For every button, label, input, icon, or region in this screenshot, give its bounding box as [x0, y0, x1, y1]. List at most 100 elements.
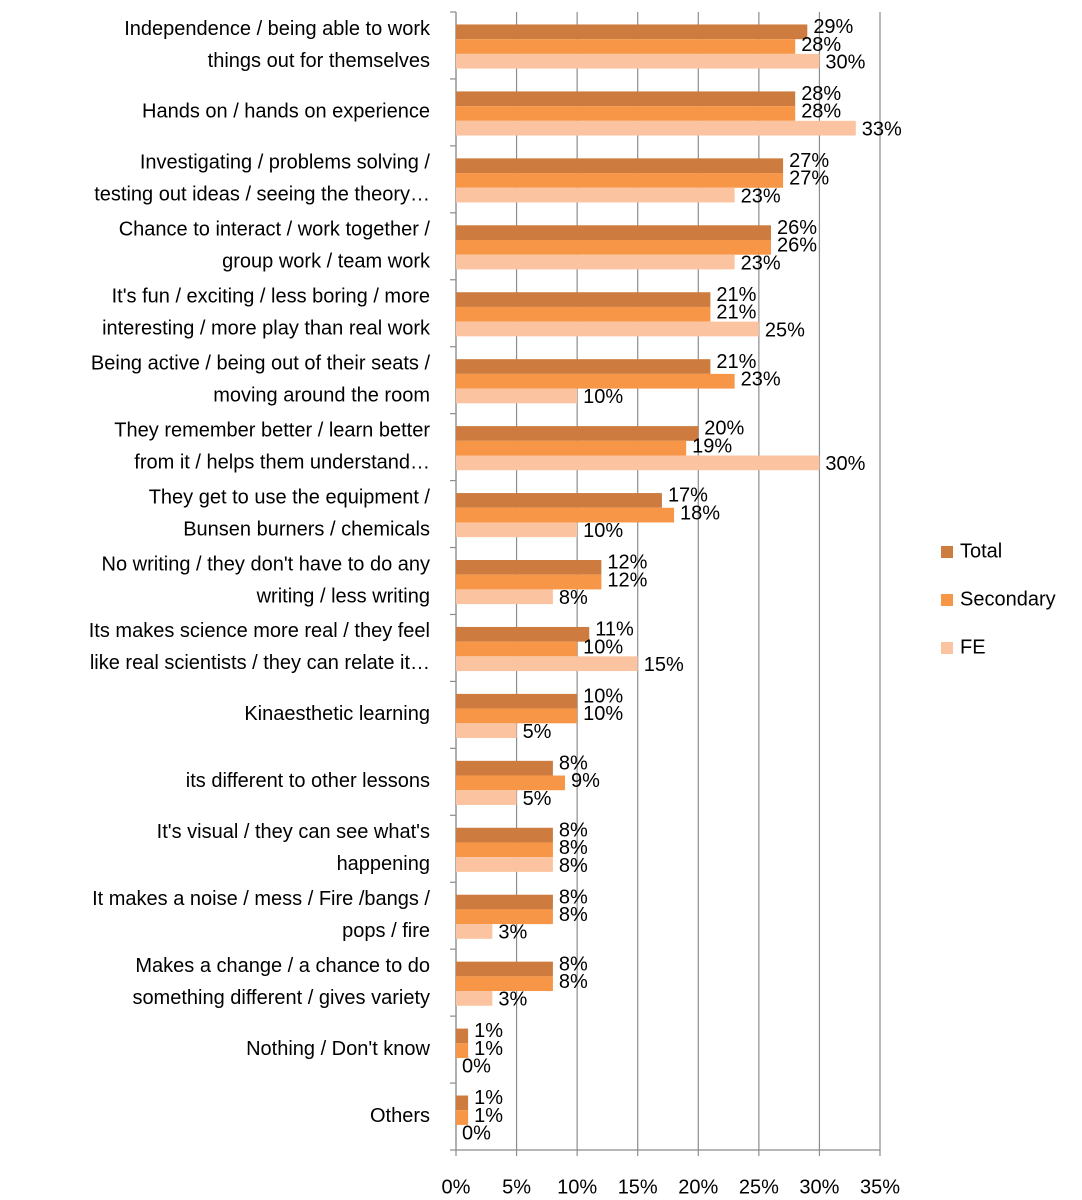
value-label: 23%: [741, 369, 781, 391]
value-label: 1%: [474, 1038, 503, 1060]
bar: [456, 306, 711, 322]
y-tick-label: writing / less writing: [256, 585, 430, 607]
value-label: 20%: [704, 418, 744, 440]
x-tick-label: 30%: [799, 1176, 839, 1198]
x-tick-label: 25%: [739, 1176, 779, 1198]
y-tick-label: Being active / being out of their seats …: [91, 352, 431, 374]
bar: [456, 842, 553, 858]
value-label: 8%: [559, 752, 588, 774]
value-label: 9%: [571, 770, 600, 792]
value-label: 3%: [498, 922, 527, 944]
y-tick-label: Its makes science more real / they feel: [89, 620, 430, 642]
x-tick-label: 5%: [502, 1176, 531, 1198]
y-tick-label: Others: [370, 1105, 430, 1127]
value-label: 8%: [559, 971, 588, 993]
bar: [456, 359, 711, 374]
value-label: 1%: [474, 1020, 503, 1042]
value-label: 12%: [607, 552, 647, 574]
value-label: 30%: [825, 453, 865, 475]
legend-label: Total: [960, 540, 1002, 562]
y-tick-label: Bunsen burners / chemicals: [183, 518, 430, 540]
value-label: 8%: [559, 904, 588, 926]
bar: [456, 924, 493, 939]
bar: [456, 574, 602, 590]
value-label: 17%: [668, 485, 708, 507]
value-label: 10%: [583, 520, 623, 542]
value-label: 26%: [777, 235, 817, 257]
bar: [456, 426, 699, 441]
y-tick-label: It's visual / they can see what's: [157, 821, 430, 843]
bar: [456, 507, 675, 523]
bar: [456, 239, 771, 255]
bar: [456, 158, 784, 174]
bar: [456, 560, 602, 575]
value-label: 8%: [559, 953, 588, 975]
value-label: 15%: [644, 654, 684, 676]
legend-label: Secondary: [960, 588, 1056, 610]
value-label: 10%: [583, 636, 623, 658]
bar: [456, 120, 856, 136]
x-tick-label: 15%: [618, 1176, 658, 1198]
bar: [456, 827, 553, 843]
bar: [456, 321, 759, 337]
bar: [456, 626, 590, 642]
bar: [456, 641, 578, 657]
bar: [456, 775, 566, 791]
value-label: 19%: [692, 435, 732, 457]
x-tick-label: 0%: [442, 1176, 471, 1198]
x-tick-label: 10%: [557, 1176, 597, 1198]
value-label: 5%: [523, 788, 552, 810]
value-label: 23%: [741, 185, 781, 207]
value-label: 10%: [583, 386, 623, 408]
value-label: 8%: [559, 886, 588, 908]
bar: [456, 106, 796, 121]
y-tick-label: like real scientists / they can relate i…: [90, 652, 430, 674]
y-tick-label: It makes a noise / mess / Fire /bangs /: [92, 888, 430, 910]
bar: [456, 440, 687, 456]
y-tick-label: happening: [337, 853, 430, 875]
bar: [456, 909, 553, 925]
bar: [456, 857, 553, 872]
bar: [456, 894, 553, 910]
bar: [456, 1043, 469, 1058]
bar: [456, 522, 578, 538]
bar: [456, 493, 662, 508]
value-label: 1%: [474, 1087, 503, 1109]
value-label: 1%: [474, 1105, 503, 1127]
x-tick-label: 20%: [678, 1176, 718, 1198]
bar: [456, 173, 784, 188]
value-label: 8%: [559, 855, 588, 877]
y-tick-label: something different / gives variety: [132, 987, 430, 1009]
value-label: 28%: [801, 34, 841, 56]
y-tick-label: They remember better / learn better: [114, 419, 430, 441]
y-tick-label: testing out ideas / seeing the theory…: [94, 184, 430, 206]
bar: [456, 254, 735, 270]
y-tick-label: things out for themselves: [208, 50, 430, 72]
bar: [456, 589, 553, 605]
value-label: 8%: [559, 587, 588, 609]
value-label: 28%: [801, 101, 841, 123]
bar: [456, 760, 553, 776]
value-label: 10%: [583, 686, 623, 708]
bar: [456, 187, 735, 203]
bar: [456, 961, 553, 977]
value-label: 12%: [607, 569, 647, 591]
y-tick-label: Investigating / problems solving /: [140, 152, 431, 174]
y-tick-label: They get to use the equipment /: [149, 486, 431, 508]
bar: [456, 39, 796, 54]
value-label: 8%: [559, 837, 588, 859]
bar: [456, 656, 638, 672]
bar: [456, 708, 578, 724]
y-tick-label: from it / helps them understand…: [134, 451, 430, 473]
y-tick-label: It's fun / exciting / less boring / more: [112, 286, 430, 308]
y-tick-label: interesting / more play than real work: [102, 318, 431, 340]
y-tick-label: Makes a change / a chance to do: [135, 955, 430, 977]
value-label: 29%: [813, 16, 853, 38]
bar: [456, 723, 517, 738]
bar: [456, 1028, 469, 1044]
bar: [456, 388, 578, 404]
y-tick-label: Kinaesthetic learning: [244, 703, 430, 725]
legend-swatch: [941, 594, 953, 606]
bar: [456, 1110, 469, 1125]
